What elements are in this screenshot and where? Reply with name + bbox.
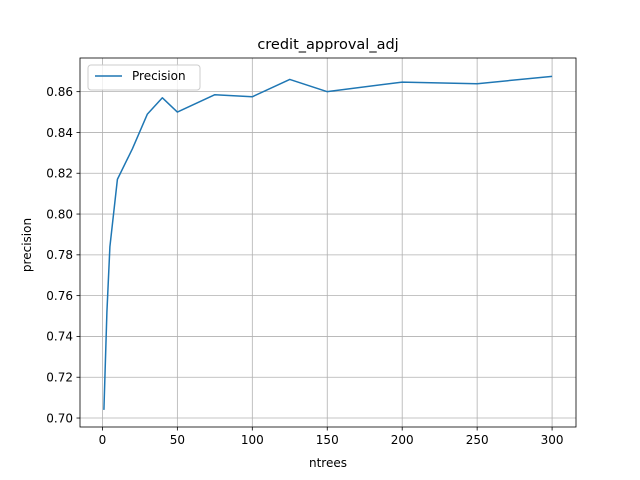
x-tick-label: 100 [241,433,264,447]
y-tick-label: 0.72 [46,371,73,385]
y-axis-ticks: 0.70 0.72 0.74 0.76 0.78 0.80 0.82 0.84 0.86 [46,85,80,425]
y-tick-label: 0.70 [46,411,73,425]
series-layer [103,75,553,410]
y-tick-label: 0.76 [46,289,73,303]
plot-area-frame [79,57,577,428]
y-tick-label: 0.82 [46,167,73,181]
chart-title: credit_approval_adj [257,37,398,53]
x-axis-ticks: 0 50 100 150 200 250 300 [99,427,564,447]
x-tick-label: 0 [99,433,107,447]
y-tick-label: 0.84 [46,126,73,140]
x-axis-label: ntrees [309,456,347,470]
x-tick-label: 50 [170,433,185,447]
x-tick-label: 250 [466,433,489,447]
legend-label: Precision [132,69,186,83]
series-line-precision [103,75,553,410]
y-tick-label: 0.74 [46,330,73,344]
grid [80,58,576,427]
y-tick-label: 0.80 [46,207,73,221]
x-tick-label: 150 [316,433,339,447]
legend: Precision [87,64,201,91]
y-axis-label: precision [20,218,34,272]
x-tick-label: 200 [391,433,414,447]
y-tick-label: 0.86 [46,85,73,99]
legend-box [87,64,201,91]
x-tick-label: 300 [541,433,564,447]
y-tick-label: 0.78 [46,248,73,262]
